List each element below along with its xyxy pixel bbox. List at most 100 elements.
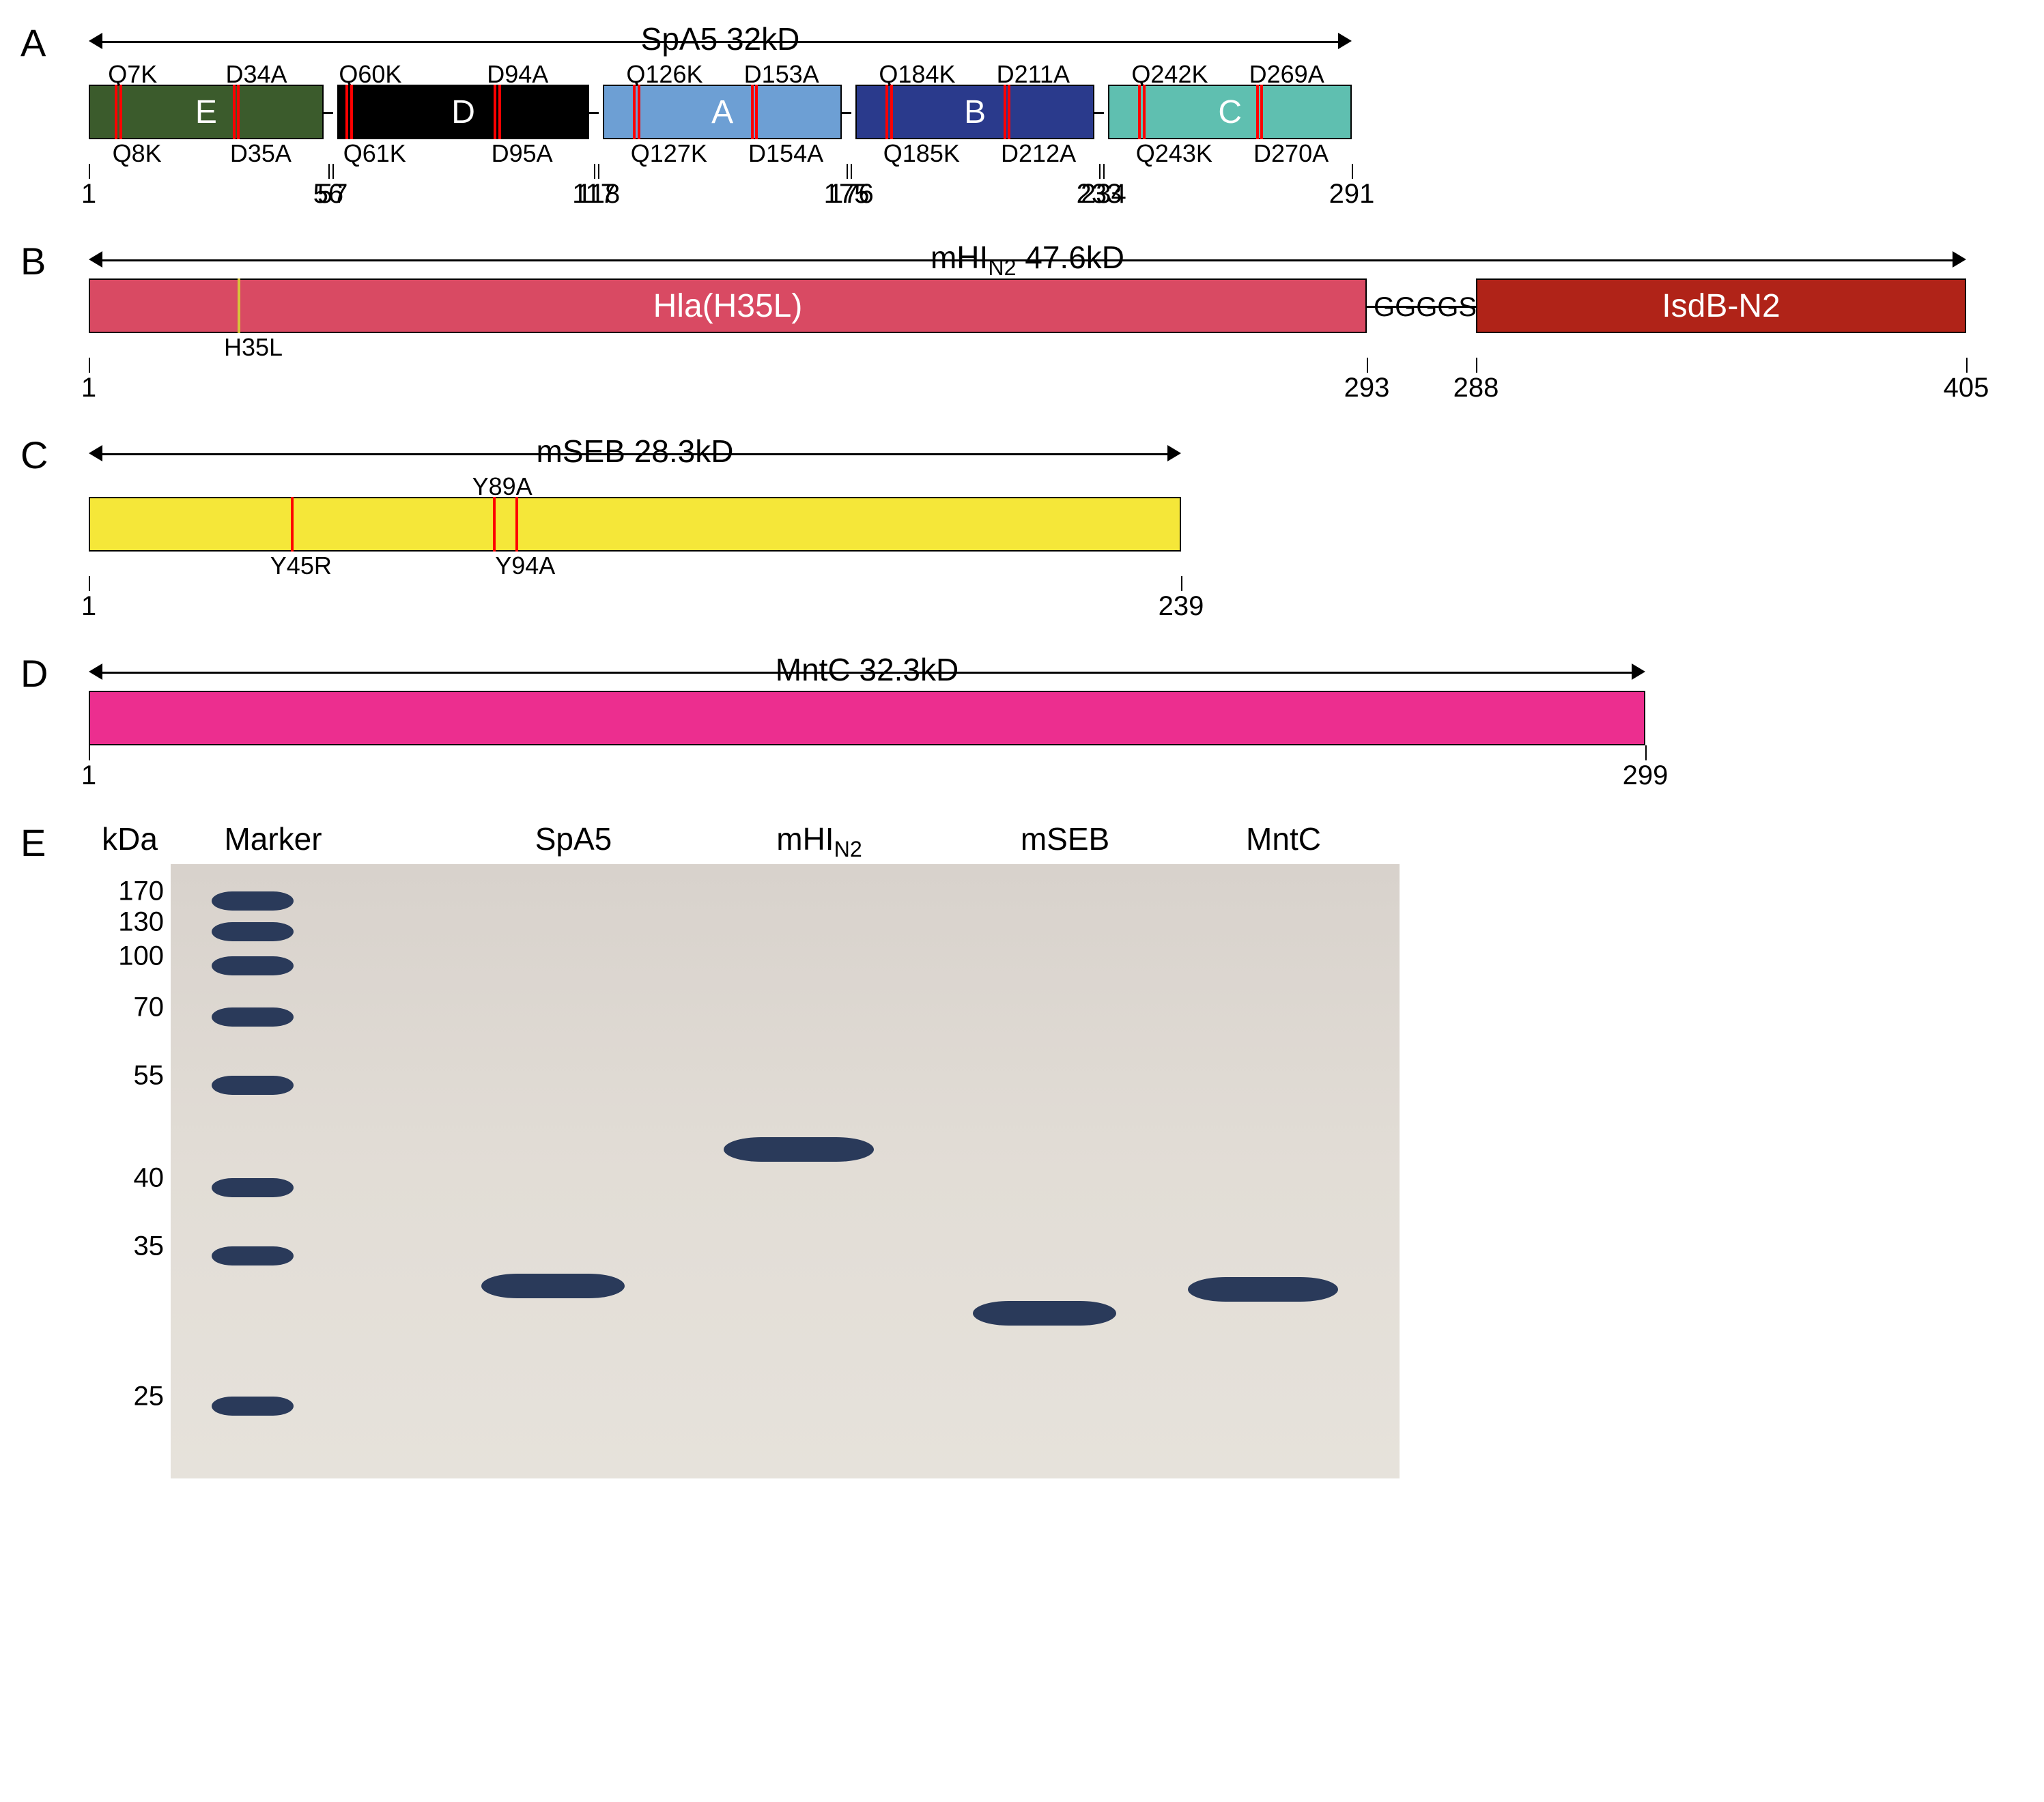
mseb-block	[89, 497, 1181, 552]
spa5-domain-c-label: C	[1218, 94, 1242, 131]
spa5-ticks: 15657117118175176233234291	[89, 164, 1352, 205]
mutation-line	[345, 85, 348, 139]
panel-c-label: C	[20, 433, 48, 477]
mseb-title: mSEB 28.3kD	[523, 433, 748, 470]
panel-c-content: mSEB 28.3kD Y89A Y45RY94A 1239	[89, 433, 2017, 617]
mutation-line	[291, 497, 294, 552]
mutation-line	[115, 85, 117, 139]
lane-label: Marker	[205, 820, 341, 857]
mntc-title: MntC 32.3kD	[762, 651, 972, 688]
tick-label: 118	[576, 179, 620, 210]
mutation-line	[1004, 85, 1006, 139]
mseb-mut-bottom: Y45RY94A	[89, 552, 1181, 576]
tick-label: 1	[81, 760, 96, 791]
panel-c: C mSEB 28.3kD Y89A Y45RY94A 1239	[27, 433, 2017, 617]
spa5-domain-d: D	[337, 85, 589, 139]
tick-label: 1	[81, 591, 96, 622]
spa5-bar: EDABC	[89, 85, 1352, 139]
lane-label: mHIN2	[751, 820, 888, 862]
mutation-line	[493, 497, 496, 552]
mutation-line	[1008, 85, 1010, 139]
mseb-ticks: 1239	[89, 576, 1181, 617]
mhin2-arrow: mHIN2 47.6kD	[89, 246, 1966, 273]
tick-label: 176	[828, 179, 874, 210]
mseb-bar	[89, 497, 1181, 552]
mntc-block	[89, 691, 1645, 745]
mhin2-ticks: 1293288405	[89, 358, 1966, 399]
hla-block: Hla(H35L)	[89, 278, 1367, 333]
mutation-line	[1260, 85, 1263, 139]
panel-b-content: mHIN2 47.6kD Hla(H35L)GGGGSIsdB-N2 H35L …	[89, 239, 2017, 399]
tick-label: 299	[1623, 760, 1669, 791]
gel-band	[724, 1137, 874, 1162]
panel-e: E kDaMarkerSpA5mHIN2mSEBMntC 17013010070…	[27, 820, 2017, 1478]
kda-value: 35	[134, 1231, 165, 1262]
mutation-line	[885, 85, 888, 139]
lane-label: SpA5	[505, 820, 642, 857]
spa5-mut-top: Q7KD34AQ60KD94AQ126KD153AQ184KD211AQ242K…	[89, 60, 1352, 85]
mntc-arrow: MntC 32.3kD	[89, 658, 1645, 685]
mutation-line	[494, 85, 496, 139]
mutation-line	[233, 85, 236, 139]
kda-value: 130	[118, 907, 164, 938]
tick-label: 57	[317, 179, 348, 210]
panel-d-label: D	[20, 651, 48, 696]
panel-e-label: E	[20, 820, 46, 865]
tick-label: 1	[81, 179, 96, 210]
hla-label: Hla(H35L)	[653, 287, 803, 325]
mutation-line	[633, 85, 636, 139]
kda-value: 100	[118, 941, 164, 972]
mseb-mut-top: Y89A	[89, 472, 1181, 497]
tick-label: 405	[1944, 373, 1989, 403]
kda-value: 25	[134, 1382, 165, 1412]
panel-b: B mHIN2 47.6kD Hla(H35L)GGGGSIsdB-N2 H35…	[27, 239, 2017, 399]
spa5-mut-bottom: Q8KD35AQ61KD95AQ127KD154AQ185KD212AQ243K…	[89, 139, 1352, 164]
gel-band	[212, 1246, 294, 1265]
gel-band	[212, 1007, 294, 1027]
panel-b-label: B	[20, 239, 46, 283]
spa5-title: SpA5 32kD	[627, 20, 814, 57]
mutation-line	[238, 278, 240, 333]
mntc-ticks: 1299	[89, 745, 1645, 786]
mntc-bar	[89, 691, 1645, 745]
mutation-line	[755, 85, 758, 139]
panel-a-content: SpA5 32kD Q7KD34AQ60KD94AQ126KD153AQ184K…	[89, 20, 2017, 205]
lane-label: mSEB	[997, 820, 1133, 857]
gel-band	[212, 891, 294, 911]
mutation-line	[515, 497, 518, 552]
mutation-line	[890, 85, 893, 139]
gel-band	[481, 1274, 625, 1298]
gel-image	[171, 864, 1400, 1478]
tick-label: 234	[1081, 179, 1126, 210]
spa5-arrow: SpA5 32kD	[89, 27, 1352, 55]
spa5-domain-d-label: D	[451, 94, 475, 131]
kda-value: 40	[134, 1163, 165, 1194]
panel-a-label: A	[20, 20, 46, 65]
spa5-domain-e: E	[89, 85, 324, 139]
kda-value: 70	[134, 992, 165, 1023]
isdb-block: IsdB-N2	[1476, 278, 1966, 333]
spa5-domain-a-label: A	[711, 94, 733, 131]
mutation-line	[350, 85, 353, 139]
spa5-domain-e-label: E	[195, 94, 217, 131]
mutation-line	[638, 85, 640, 139]
mutation-line	[498, 85, 501, 139]
mutation-line	[119, 85, 122, 139]
tick-label: 291	[1329, 179, 1375, 210]
kda-value: 55	[134, 1061, 165, 1091]
gel-band	[212, 1076, 294, 1095]
panel-d: D MntC 32.3kD 1299	[27, 651, 2017, 786]
kda-header: kDa	[89, 820, 171, 857]
mhin2-bar: Hla(H35L) GGGGS IsdB-N2	[89, 278, 1966, 333]
tick-label: 293	[1344, 373, 1390, 403]
gel-band	[1188, 1277, 1338, 1302]
isdb-label: IsdB-N2	[1662, 287, 1780, 325]
lane-label: MntC	[1215, 820, 1352, 857]
linker-label: GGGGS	[1374, 292, 1477, 323]
mutation-line	[1143, 85, 1146, 139]
mutation-line	[1138, 85, 1141, 139]
mutation-line	[237, 85, 240, 139]
mutation-line	[1256, 85, 1259, 139]
mhin2-mut-bottom: H35L	[89, 333, 1966, 358]
tick-label: 239	[1159, 591, 1204, 622]
